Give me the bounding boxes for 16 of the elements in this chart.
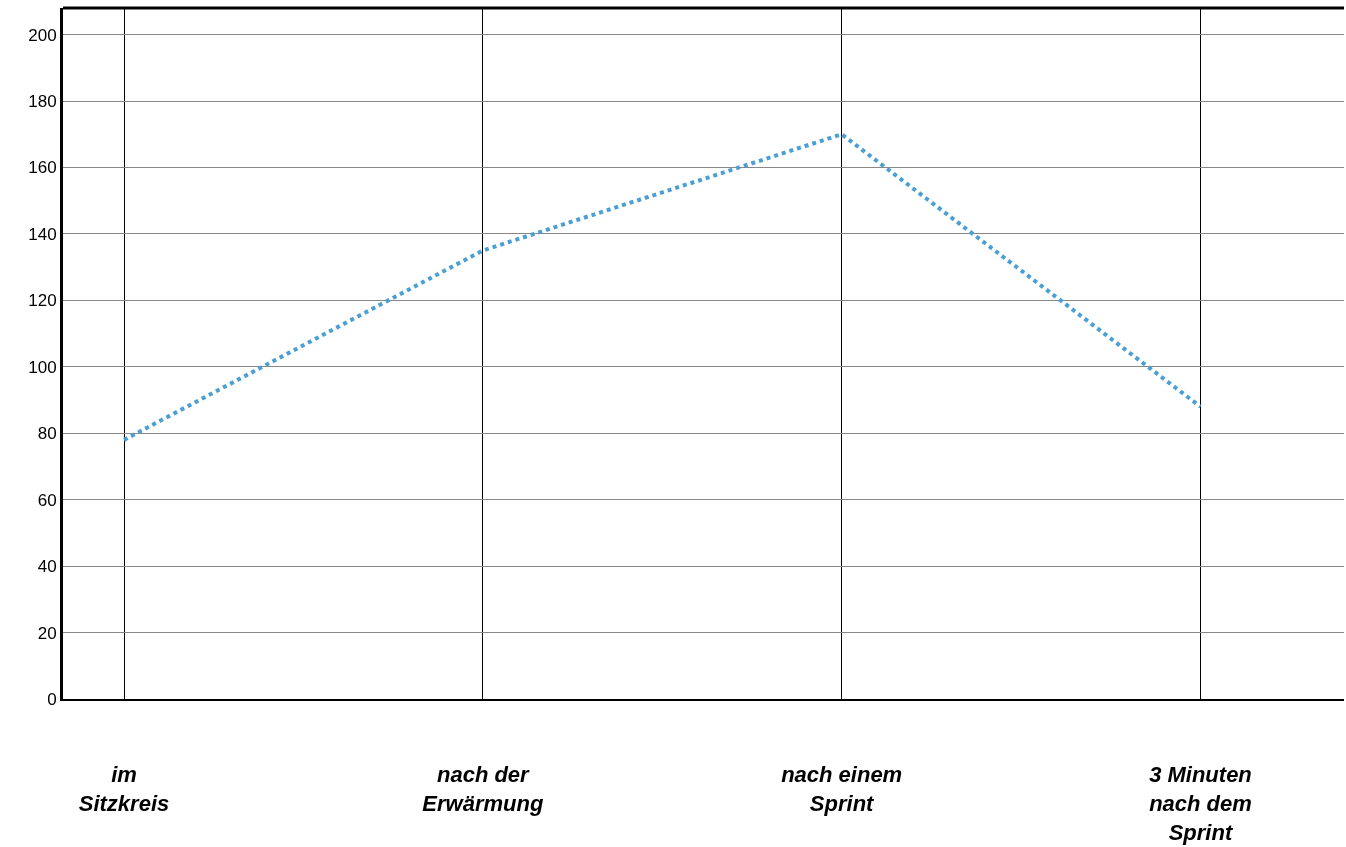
y-tick-label: 200 bbox=[28, 25, 57, 45]
line-series bbox=[122, 132, 1203, 442]
y-tick-label: 100 bbox=[28, 357, 57, 377]
x-tick-label: nach einem Sprint bbox=[781, 762, 903, 816]
y-tick-label: 80 bbox=[37, 424, 57, 444]
y-tick-label: 40 bbox=[37, 557, 57, 577]
y-tick-label: 0 bbox=[47, 689, 57, 709]
y-tick-label: 180 bbox=[28, 91, 57, 111]
y-tick-label: 120 bbox=[28, 291, 57, 311]
x-tick-label: im Sitzkreis bbox=[78, 762, 170, 816]
y-tick-label: 60 bbox=[37, 490, 57, 510]
x-tick-label: nach der Erwärmung bbox=[422, 762, 544, 816]
y-tick-label: 20 bbox=[37, 623, 57, 643]
y-tick-label: 140 bbox=[28, 224, 57, 244]
x-tick-label: 3 Minuten nach dem Sprint bbox=[1149, 762, 1252, 845]
y-tick-label: 160 bbox=[28, 158, 57, 178]
